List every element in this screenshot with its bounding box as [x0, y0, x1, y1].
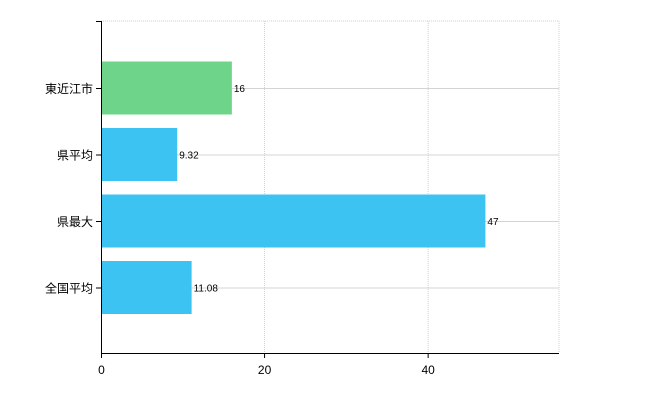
axis-layer [96, 21, 559, 358]
category-label: 県最大 [57, 215, 93, 229]
x-tick-label: 40 [421, 363, 435, 377]
category-label: 全国平均 [45, 281, 93, 296]
x-tick-label: 0 [98, 363, 105, 377]
bar-layer [102, 61, 486, 314]
data-label: 11.08 [194, 284, 219, 295]
x-tick-label: 20 [258, 363, 272, 377]
category-label: 東近江市 [45, 81, 93, 96]
bar [102, 194, 486, 248]
data-label: 16 [234, 84, 246, 95]
category-label: 県平均 [57, 149, 93, 163]
data-label: 9.32 [179, 151, 199, 162]
bar [102, 61, 232, 115]
bar [102, 261, 192, 314]
data-label: 47 [487, 217, 499, 228]
bar [102, 128, 178, 181]
